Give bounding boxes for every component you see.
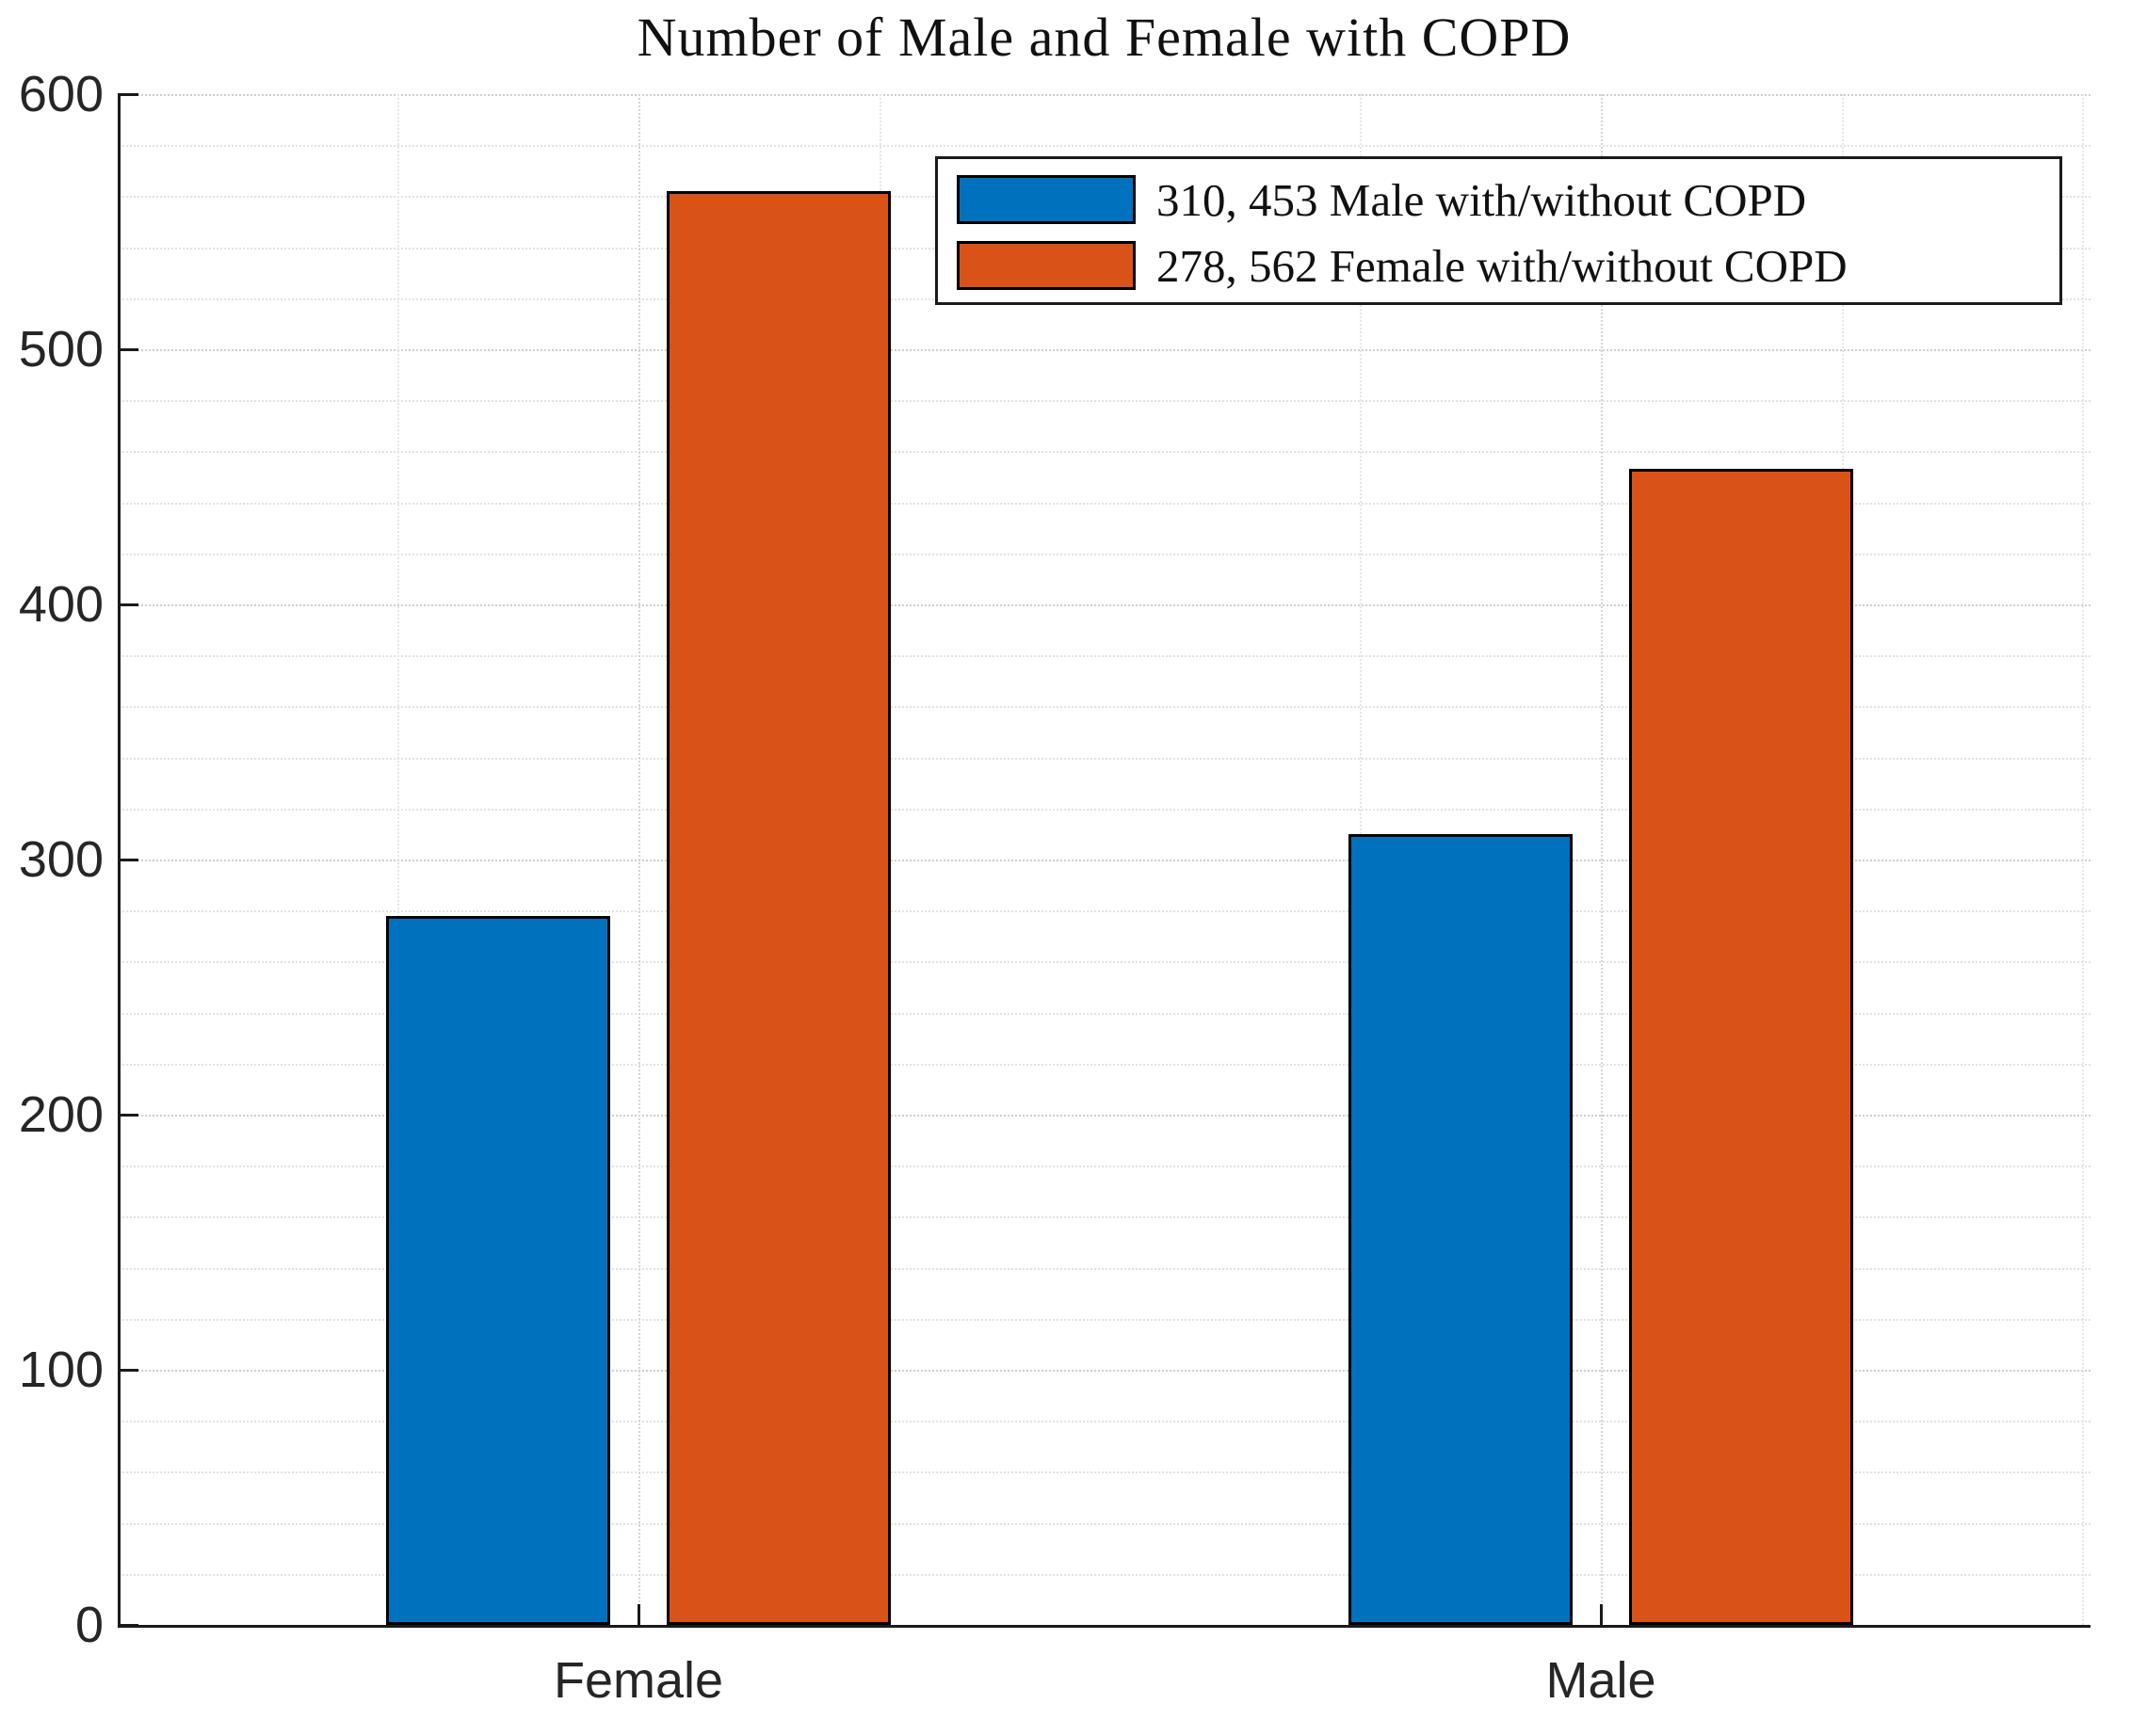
x-tick-label-male: Male (1545, 1652, 1656, 1709)
y-minor-gridline (118, 706, 2091, 709)
y-minor-gridline (118, 1471, 2091, 1474)
y-tick-mark (118, 1369, 138, 1372)
y-minor-gridline (118, 1012, 2091, 1015)
y-tick-label: 600 (18, 66, 104, 122)
x-minor-gridline (2082, 94, 2084, 1625)
legend-entry: 310, 453 Male with/without COPD (957, 169, 2059, 231)
y-minor-gridline (118, 1165, 2091, 1168)
y-minor-gridline (118, 961, 2091, 964)
y-tick-label: 200 (18, 1086, 104, 1143)
y-minor-gridline (118, 1318, 2091, 1321)
bar-male-series1 (1348, 833, 1573, 1625)
x-minor-gridline (397, 94, 399, 1625)
legend-label: 278, 562 Female with/without COPD (1156, 239, 1848, 292)
y-minor-gridline (118, 808, 2091, 811)
y-major-gridline (118, 349, 2091, 351)
y-major-gridline (118, 1370, 2091, 1372)
y-tick-label: 400 (18, 576, 104, 633)
y-minor-gridline (118, 1216, 2091, 1219)
y-minor-gridline (118, 910, 2091, 913)
y-minor-gridline (118, 145, 2091, 148)
y-major-gridline (118, 1115, 2091, 1117)
y-tick-label: 0 (74, 1597, 104, 1653)
y-tick-label: 100 (18, 1342, 104, 1398)
chart-title: Number of Male and Female with COPD (637, 7, 1572, 68)
y-tick-mark (118, 859, 138, 861)
y-tick-label: 300 (18, 831, 104, 888)
y-tick-mark (118, 348, 138, 351)
y-major-gridline (118, 860, 2091, 861)
legend-color-swatch (957, 241, 1136, 290)
y-minor-gridline (118, 1573, 2091, 1576)
y-minor-gridline (118, 1267, 2091, 1270)
y-minor-gridline (118, 451, 2091, 454)
bar-male-series2 (1629, 469, 1853, 1625)
y-minor-gridline (118, 757, 2091, 760)
y-minor-gridline (118, 1421, 2091, 1423)
y-axis-line (118, 94, 121, 1628)
y-tick-mark (118, 603, 138, 606)
y-minor-gridline (118, 553, 2091, 555)
x-tick-mark (638, 1604, 640, 1625)
legend-box: 310, 453 Male with/without COPD 278, 562 … (935, 156, 2062, 305)
y-minor-gridline (118, 1522, 2091, 1525)
legend-label: 310, 453 Male with/without COPD (1156, 173, 1807, 226)
plot-area (118, 93, 2091, 1628)
bar-female-series2 (667, 190, 891, 1625)
y-major-gridline (118, 94, 2091, 96)
x-tick-label-female: Female (553, 1652, 724, 1709)
y-minor-gridline (118, 400, 2091, 403)
x-major-gridline (638, 94, 640, 1625)
x-major-gridline (1601, 94, 1603, 1625)
bar-female-series1 (386, 915, 610, 1625)
legend-color-swatch (957, 175, 1136, 224)
x-tick-mark (1600, 1604, 1603, 1625)
y-minor-gridline (118, 1063, 2091, 1066)
y-major-gridline (118, 604, 2091, 606)
legend-entry: 278, 562 Female with/without COPD (957, 234, 2059, 297)
y-tick-mark (118, 1114, 138, 1117)
y-tick-label: 500 (18, 321, 104, 378)
y-minor-gridline (118, 655, 2091, 658)
y-tick-mark (118, 93, 138, 96)
y-minor-gridline (118, 502, 2091, 505)
x-axis-line (118, 1625, 2091, 1628)
